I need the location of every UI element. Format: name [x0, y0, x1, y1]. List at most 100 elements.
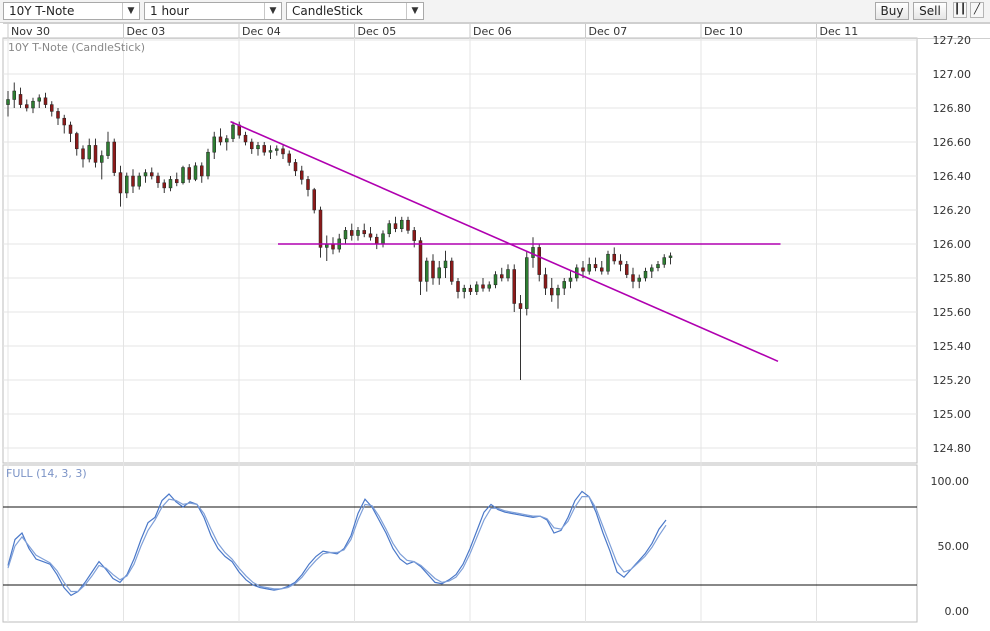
candle-down — [500, 274, 504, 279]
candle-up — [606, 253, 610, 272]
candle-up — [343, 230, 348, 240]
candle-down — [162, 182, 166, 189]
candle-down — [631, 274, 635, 282]
date-label: Dec 04 — [242, 25, 281, 38]
candle-up — [587, 264, 591, 272]
chart-area[interactable]: Nov 30 Dec 03 Dec 04 Dec 05 Dec 06 Dec 07 Dec … — [0, 23, 990, 631]
candle-down — [350, 230, 354, 236]
price-tick-label: 126.80 — [933, 102, 972, 115]
candle-down — [112, 141, 116, 173]
date-label: Dec 10 — [704, 25, 743, 38]
stochastic-tick-label: 100.00 — [931, 475, 970, 488]
candle-down — [375, 236, 379, 245]
candle-up — [231, 124, 235, 139]
candle-up — [381, 233, 385, 245]
stochastic-panel — [2, 464, 918, 623]
candle-up — [437, 267, 441, 279]
candle-down — [218, 136, 223, 143]
candle-down — [281, 148, 285, 155]
interval-select-value: 1 hour — [150, 4, 189, 18]
sell-button[interactable]: Sell — [913, 2, 947, 20]
interval-select[interactable]: 1 hour ▼ — [144, 2, 282, 20]
candle-down — [306, 179, 310, 190]
date-label: Dec 06 — [473, 25, 512, 38]
date-label: Dec 11 — [820, 25, 859, 38]
candle-up — [525, 257, 529, 309]
candle-up — [106, 141, 110, 156]
date-label: Dec 03 — [127, 25, 166, 38]
price-panel — [2, 37, 918, 464]
candle-up — [493, 274, 498, 286]
price-tick-label: 125.20 — [933, 374, 972, 387]
candle-up — [425, 260, 429, 282]
price-tick-label: 126.00 — [933, 238, 972, 251]
candle-up — [400, 219, 404, 229]
candle-down — [412, 230, 416, 241]
candle-down — [62, 117, 66, 126]
candle-down — [93, 145, 98, 163]
candle-down — [56, 111, 60, 119]
symbol-select[interactable]: 10Y T-Note ▼ — [3, 2, 140, 20]
price-tick-label: 125.60 — [933, 306, 972, 319]
candle-down — [150, 172, 154, 177]
candle-down — [156, 175, 160, 184]
candle-up — [143, 172, 148, 177]
candle-down — [175, 179, 179, 184]
candle-up — [356, 230, 360, 236]
candle-up — [462, 287, 466, 292]
candle-up — [387, 223, 391, 235]
toolbar: 10Y T-Note ▼ 1 hour ▼ CandleStick ▼ Buy … — [0, 0, 990, 23]
price-tick-label: 124.80 — [933, 442, 972, 455]
candle-down — [312, 189, 316, 211]
candle-down — [243, 134, 248, 143]
date-label: Dec 07 — [589, 25, 628, 38]
price-tick-label: 126.20 — [933, 204, 972, 217]
candlestick-icon[interactable]: ┃┃ — [953, 2, 967, 18]
symbol-select-value: 10Y T-Note — [9, 4, 75, 18]
candle-up — [212, 136, 216, 153]
price-tick-label: 126.60 — [933, 136, 972, 149]
stochastic-k-line — [7, 490, 667, 597]
candle-down — [537, 247, 541, 275]
candle-down — [593, 264, 598, 269]
chart-style-select-value: CandleStick — [292, 4, 363, 18]
candle-up — [656, 264, 660, 269]
candle-up — [531, 247, 535, 258]
price-tick-label: 127.20 — [933, 34, 972, 47]
date-label: Dec 05 — [358, 25, 397, 38]
candle-down — [68, 124, 73, 134]
candle-down — [75, 133, 79, 150]
candle-up — [100, 155, 104, 163]
candle-down — [187, 167, 191, 180]
candle-up — [31, 100, 35, 109]
candle-down — [200, 165, 204, 177]
candle-down — [300, 170, 304, 180]
candle-up — [506, 269, 510, 279]
candle-up — [225, 138, 229, 143]
candle-up — [643, 270, 648, 279]
chart-style-select[interactable]: CandleStick ▼ — [286, 2, 424, 20]
candle-down — [43, 97, 48, 105]
candle-down — [50, 104, 54, 112]
candle-up — [637, 277, 641, 282]
candle-down — [543, 274, 548, 289]
candle-up — [275, 148, 279, 151]
line-draw-icon[interactable]: ╱ — [970, 2, 984, 18]
descending-trendline — [230, 120, 779, 363]
candle-down — [550, 287, 554, 296]
candle-down — [25, 104, 29, 109]
candle-up — [443, 260, 448, 269]
candle-down — [118, 172, 123, 194]
stochastic-title: FULL (14, 3, 3) — [6, 467, 87, 480]
stochastic-tick-label: 50.00 — [938, 540, 970, 553]
price-tick-label: 127.00 — [933, 68, 972, 81]
candle-down — [362, 230, 366, 235]
candle-down — [481, 284, 485, 289]
price-chart-title: 10Y T-Note (CandleStick) — [8, 41, 145, 54]
candle-down — [600, 267, 604, 272]
candle-down — [625, 264, 629, 275]
candle-down — [262, 145, 266, 153]
candle-up — [556, 287, 560, 296]
buy-button[interactable]: Buy — [875, 2, 909, 20]
candle-up — [6, 99, 10, 105]
